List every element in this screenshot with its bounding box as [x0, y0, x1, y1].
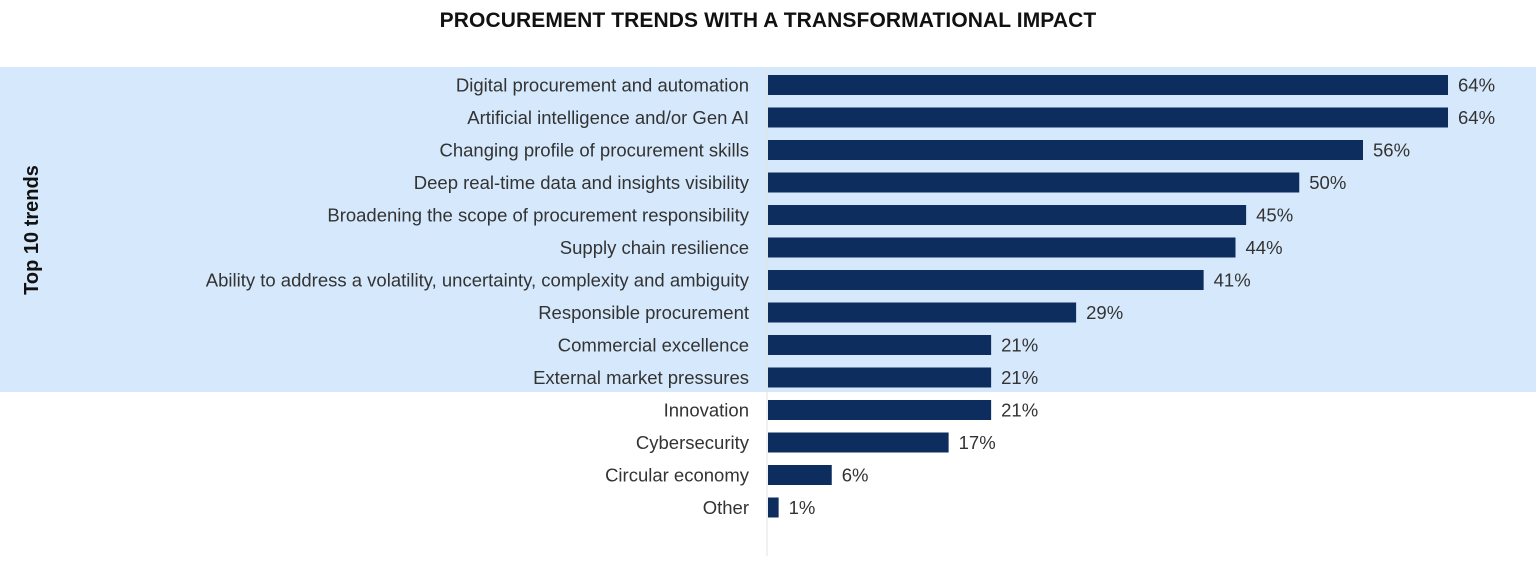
bar [768, 270, 1204, 290]
value-label: 1% [789, 497, 816, 518]
category-label: Changing profile of procurement skills [439, 140, 749, 161]
category-label: Deep real-time data and insights visibil… [414, 172, 750, 193]
bar [768, 107, 1448, 128]
value-label: 21% [1001, 400, 1038, 421]
bar [768, 497, 779, 518]
bar [768, 237, 1236, 258]
chart-title: PROCUREMENT TRENDS WITH A TRANSFORMATION… [439, 9, 1097, 32]
category-label: Other [703, 497, 749, 518]
category-label: External market pressures [533, 367, 749, 388]
bars-layer: Digital procurement and automation 64% Art… [206, 75, 1495, 519]
bar [768, 367, 992, 388]
bar [768, 400, 992, 420]
bar [768, 205, 1247, 225]
bar [768, 432, 949, 453]
value-label: 64% [1458, 107, 1495, 128]
bar [768, 75, 1448, 95]
category-label: Cybersecurity [636, 432, 750, 453]
value-label: 41% [1214, 270, 1251, 291]
category-label: Circular economy [605, 465, 750, 486]
category-label: Innovation [664, 400, 749, 421]
group-label-top-10: Top 10 trends [21, 165, 43, 295]
category-label: Ability to address a volatility, uncerta… [206, 270, 750, 291]
bar [768, 140, 1363, 160]
value-label: 21% [1001, 367, 1038, 388]
bar [768, 465, 832, 485]
value-label: 64% [1458, 75, 1495, 96]
value-label: 17% [959, 432, 996, 453]
category-label: Digital procurement and automation [456, 75, 749, 96]
category-label: Supply chain resilience [560, 237, 749, 258]
value-label: 56% [1373, 140, 1410, 161]
bar [768, 172, 1300, 193]
value-label: 50% [1309, 172, 1346, 193]
bar [768, 302, 1077, 323]
bar [768, 335, 992, 355]
value-label: 29% [1086, 302, 1123, 323]
value-label: 45% [1256, 205, 1293, 226]
category-label: Responsible procurement [538, 302, 749, 323]
value-label: 6% [842, 465, 869, 486]
value-label: 21% [1001, 335, 1038, 356]
value-label: 44% [1246, 237, 1283, 258]
category-label: Commercial excellence [558, 335, 749, 356]
category-label: Artificial intelligence and/or Gen AI [467, 107, 749, 128]
category-label: Broadening the scope of procurement resp… [327, 205, 749, 226]
